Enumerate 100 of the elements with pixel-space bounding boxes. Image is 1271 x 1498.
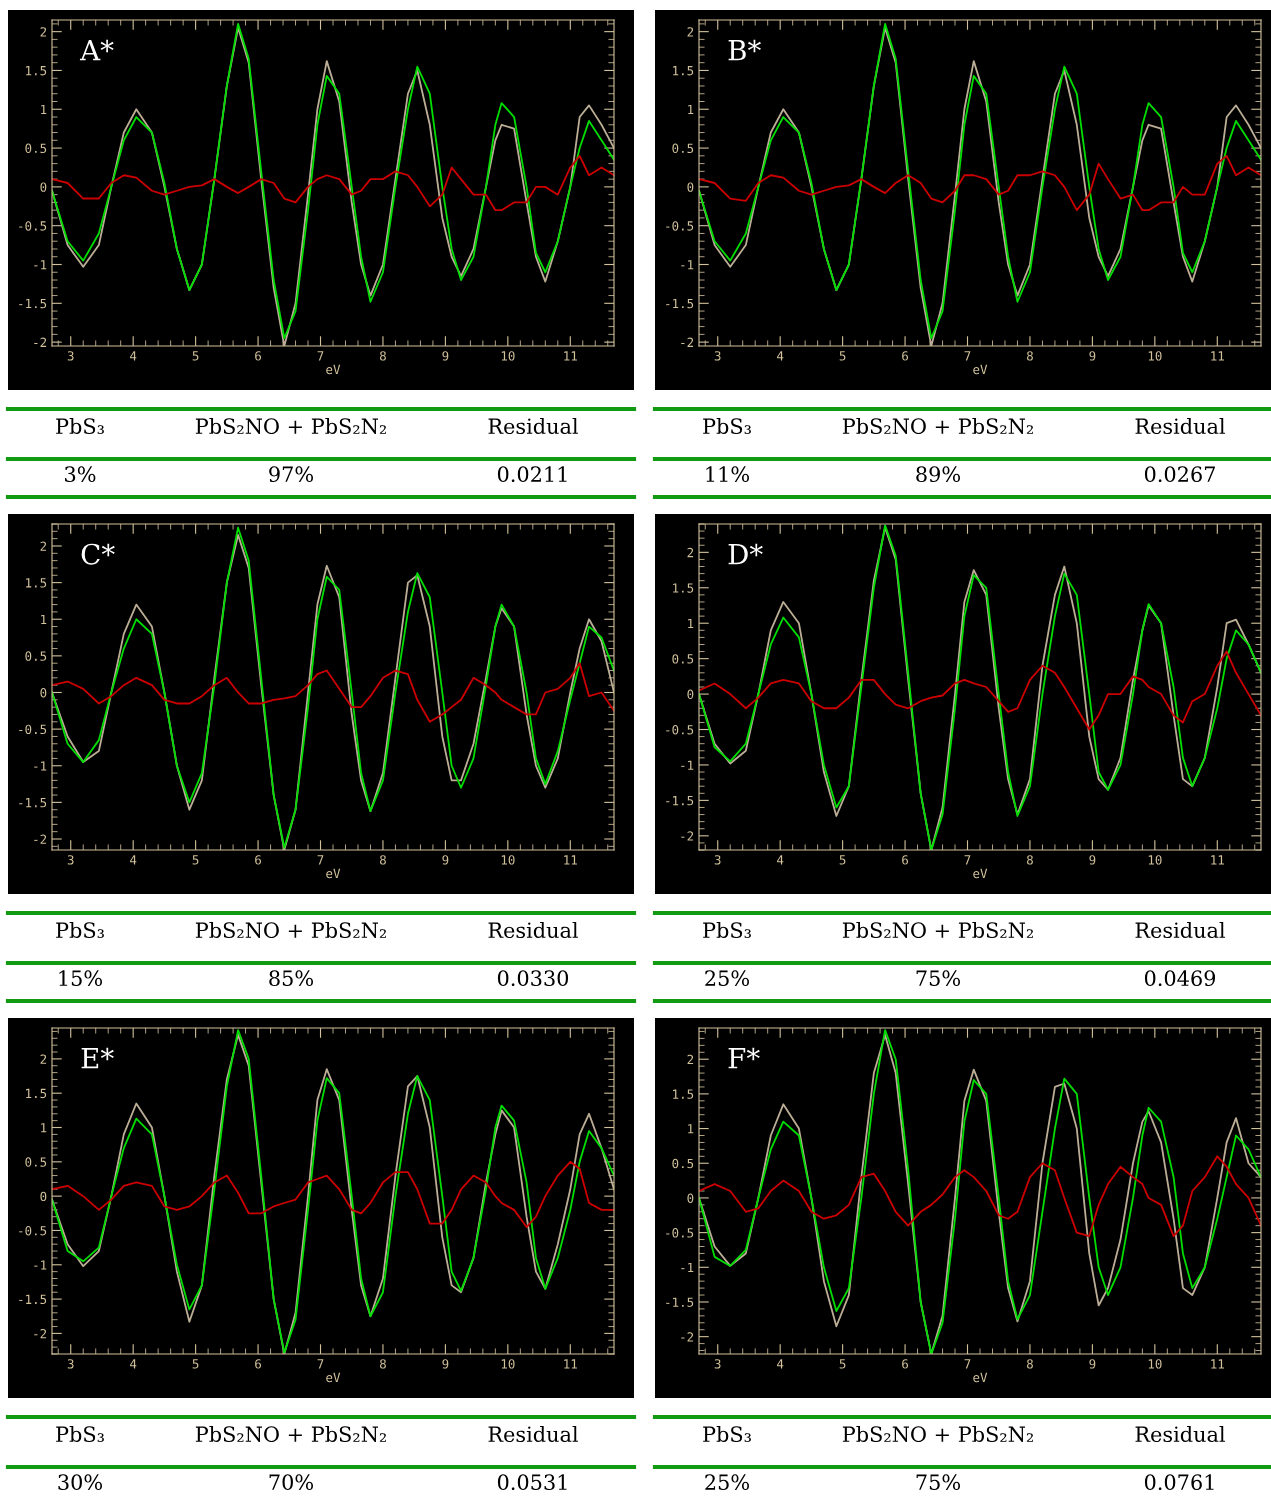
- text: 75%: [916, 970, 960, 987]
- y-tick-label: -1: [681, 760, 694, 770]
- x-tick-label: 8: [379, 1359, 386, 1369]
- x-axis-title: eV: [973, 1372, 988, 1383]
- annotation: D*: [728, 543, 763, 565]
- x-tick-label: 11: [1211, 855, 1224, 865]
- text: 0.0211: [497, 466, 567, 483]
- text: PbS₂NO + PbS₂N₂: [842, 921, 1033, 939]
- x-tick-label: 5: [192, 855, 199, 865]
- x-tick-label: 10: [501, 1359, 515, 1369]
- text: Residual: [1135, 921, 1225, 939]
- text: 0.0761: [1144, 1474, 1214, 1491]
- text: Residual: [488, 1425, 578, 1443]
- x-tick-label: 8: [379, 351, 386, 361]
- y-tick-label: 0: [40, 182, 47, 192]
- y-tick-label: 1.5: [26, 578, 47, 588]
- text: 0.0267: [1144, 466, 1215, 483]
- text: 89%: [916, 466, 960, 483]
- text: 25%: [705, 970, 749, 987]
- y-tick-label: -0.5: [666, 725, 694, 735]
- y-tick-label: -1: [34, 761, 47, 771]
- x-tick-label: 10: [1148, 351, 1162, 361]
- y-tick-label: -0.5: [666, 1228, 694, 1238]
- text: 70%: [269, 1474, 313, 1491]
- x-tick-label: 6: [902, 855, 909, 865]
- y-tick-label: 2: [40, 1054, 47, 1064]
- text: PbS₂NO + PbS₂N₂: [195, 417, 386, 435]
- x-tick-label: 7: [317, 1359, 324, 1369]
- x-tick-label: 10: [501, 855, 515, 865]
- text: PbS₂NO + PbS₂N₂: [842, 417, 1033, 435]
- y-tick-label: 1.5: [26, 66, 47, 76]
- y-tick-label: -0.5: [19, 221, 47, 231]
- x-tick-label: 6: [255, 351, 262, 361]
- x-tick-label: 5: [839, 351, 846, 361]
- x-tick-label: 6: [255, 855, 262, 865]
- x-tick-label: 3: [67, 1359, 74, 1369]
- text: PbS₂NO + PbS₂N₂: [842, 1425, 1033, 1443]
- x-tick-label: 4: [130, 351, 137, 361]
- y-tick-label: -1.5: [19, 798, 47, 808]
- y-tick-label: 1: [41, 614, 47, 625]
- y-tick-label: -2: [34, 834, 47, 844]
- text: Residual: [488, 417, 578, 435]
- x-tick-label: 9: [1089, 1359, 1096, 1369]
- y-tick-label: -1: [34, 260, 47, 270]
- x-tick-label: 4: [130, 855, 137, 865]
- x-tick-label: 9: [1089, 855, 1096, 865]
- x-tick-label: 3: [714, 855, 721, 865]
- y-tick-label: 0: [687, 1193, 694, 1203]
- x-axis-title: eV: [326, 868, 341, 879]
- y-tick-label: -0.5: [19, 724, 47, 735]
- x-tick-label: 7: [964, 351, 971, 361]
- y-tick-label: -2: [34, 1328, 47, 1339]
- y-tick-label: 1: [41, 104, 47, 115]
- text: PbS₂NO + PbS₂N₂: [195, 921, 386, 939]
- text: 15%: [59, 970, 102, 987]
- y-tick-label: -1: [34, 1260, 47, 1270]
- x-axis-title: eV: [973, 364, 988, 375]
- x-tick-label: 9: [442, 351, 449, 361]
- y-tick-label: 1: [688, 104, 694, 115]
- x-tick-label: 11: [564, 1359, 577, 1369]
- x-tick-label: 3: [67, 351, 74, 361]
- text: PbS₃: [703, 921, 751, 939]
- text: Residual: [1135, 417, 1225, 435]
- x-tick-label: 6: [255, 1359, 262, 1369]
- y-tick-label: 2: [40, 27, 47, 37]
- x-tick-label: 5: [839, 1359, 846, 1369]
- y-tick-label: -2: [681, 337, 694, 347]
- x-tick-label: 4: [777, 855, 784, 865]
- annotation: A*: [79, 39, 114, 61]
- y-tick-label: -0.5: [666, 221, 694, 231]
- y-tick-label: 1.5: [26, 1088, 47, 1099]
- x-tick-label: 4: [130, 1359, 137, 1369]
- y-tick-label: -1.5: [666, 298, 694, 309]
- x-tick-label: 5: [839, 855, 846, 865]
- text: 25%: [705, 1474, 749, 1491]
- text: 97%: [269, 466, 313, 483]
- y-tick-label: -1.5: [666, 1297, 694, 1307]
- y-tick-label: 2: [687, 547, 694, 558]
- text: 0.0330: [497, 970, 569, 987]
- annotation: B*: [728, 39, 761, 61]
- y-tick-label: 0: [687, 182, 694, 192]
- x-tick-label: 3: [67, 855, 74, 865]
- text: PbS₃: [56, 417, 104, 435]
- annotation: C*: [81, 543, 115, 565]
- annotation: E*: [81, 1047, 114, 1069]
- y-tick-label: -0.5: [19, 1225, 47, 1236]
- text: Residual: [1135, 1425, 1225, 1443]
- text: PbS₂NO + PbS₂N₂: [195, 1425, 386, 1443]
- y-tick-label: -1: [681, 260, 694, 270]
- x-tick-label: 10: [501, 351, 515, 361]
- text: 75%: [916, 1474, 960, 1491]
- x-tick-label: 7: [964, 1359, 971, 1369]
- x-tick-label: 6: [902, 1359, 909, 1369]
- y-tick-label: 2: [687, 27, 694, 37]
- y-tick-label: -1.5: [19, 298, 47, 309]
- x-axis-title: eV: [326, 364, 341, 375]
- y-tick-label: 0.5: [672, 654, 694, 664]
- x-tick-label: 8: [379, 855, 386, 865]
- x-tick-label: 4: [777, 1359, 784, 1369]
- x-tick-label: 10: [1148, 1359, 1162, 1369]
